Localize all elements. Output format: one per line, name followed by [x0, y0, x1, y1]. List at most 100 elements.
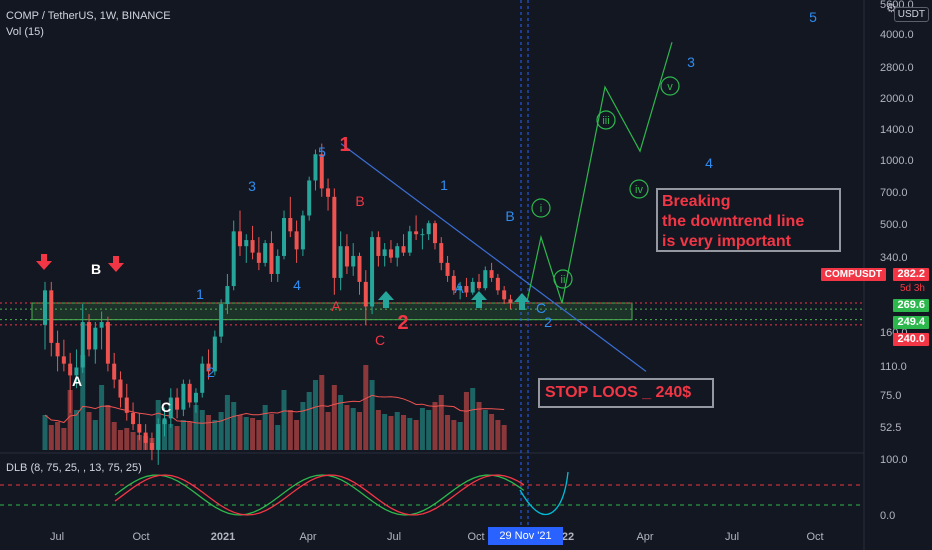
- volume-bar: [325, 412, 331, 450]
- chart-settings-icon[interactable]: ⚙: [886, 1, 897, 15]
- oscillator-legend[interactable]: DLB (8, 75, 25, , 13, 75, 25): [6, 462, 142, 474]
- candle-body: [294, 231, 299, 250]
- candle-body: [370, 237, 375, 307]
- candle-body: [319, 154, 324, 189]
- candle-body: [414, 231, 419, 235]
- candle-body: [502, 290, 507, 300]
- volume-bar: [250, 418, 256, 450]
- price-axis[interactable]: 5600.0 4000.0 2800.0 2000.0 1400.0 1000.0 700.…: [863, 0, 914, 550]
- wave-label: 2: [544, 314, 552, 330]
- volume-bar: [294, 420, 300, 450]
- candle-body: [344, 246, 349, 267]
- candle-body: [124, 397, 129, 413]
- price-tick-label: 5600.0: [880, 0, 914, 11]
- symbol-title[interactable]: COMP / TetherUS, 1W, BINANCE: [6, 10, 171, 22]
- breaking-note-line1: Breaking: [662, 193, 731, 210]
- volume-bar: [206, 415, 212, 450]
- volume-bar: [48, 425, 54, 450]
- wave-label: 2: [397, 312, 408, 334]
- volume-bar: [193, 405, 199, 450]
- breaking-note-line3: is very important: [662, 233, 791, 250]
- volume-bar: [199, 410, 205, 450]
- time-axis[interactable]: Jul Oct 2021 Apr Jul Oct 22 Apr Jul Oct: [50, 531, 824, 543]
- candle-body: [282, 217, 287, 256]
- candle-body: [87, 322, 92, 350]
- breaking-note-line2: the downtrend line: [662, 213, 805, 230]
- candle-body: [439, 243, 444, 263]
- candle-body: [275, 255, 280, 274]
- wave-label: B: [91, 261, 101, 277]
- candle-body: [495, 277, 500, 291]
- candlesticks: [43, 143, 513, 465]
- price-tick-label: 110.0: [880, 361, 907, 373]
- candle-body: [382, 249, 387, 256]
- volume-bar: [363, 365, 369, 450]
- volume-bar: [426, 410, 432, 450]
- candle-body: [193, 392, 198, 403]
- volume-bar: [117, 430, 123, 450]
- candle-body: [244, 240, 249, 247]
- wave-circle: [531, 198, 551, 218]
- candle-body: [212, 336, 217, 372]
- time-tick-label: 22: [562, 531, 574, 543]
- candle-body: [432, 223, 437, 244]
- candle-body: [445, 262, 450, 276]
- wave-label: 1: [196, 286, 204, 302]
- volume-bar: [312, 380, 318, 450]
- time-cursor-label: 29 Nov '21: [488, 527, 563, 545]
- time-tick-label: Jul: [50, 531, 64, 543]
- volume-bar: [231, 402, 237, 450]
- candle-body: [74, 367, 79, 376]
- candle-body: [332, 196, 337, 278]
- projection-path: [526, 42, 673, 304]
- candle-body: [112, 363, 117, 380]
- oscillator-pane: [0, 471, 864, 516]
- volume-bar: [388, 416, 394, 450]
- wave-label: C: [375, 332, 385, 348]
- volume-bar: [237, 415, 243, 450]
- volume-bar: [136, 435, 142, 450]
- volume-bar: [105, 405, 111, 450]
- wave-label: v: [667, 81, 673, 93]
- price-tick-label: 1400.0: [880, 124, 914, 136]
- candle-body: [483, 270, 488, 289]
- stop-loss-note: STOP LOOS _ 240$: [538, 378, 714, 408]
- volume-bar: [174, 426, 180, 450]
- volume-bar: [438, 395, 444, 450]
- price-tick-label: 2000.0: [880, 93, 914, 105]
- wave-circle: [629, 179, 649, 199]
- candle-body: [376, 237, 381, 256]
- volume-bar: [501, 425, 507, 450]
- candle-body: [263, 243, 268, 263]
- volume-bar: [61, 428, 67, 450]
- candle-body: [451, 275, 456, 291]
- volume-bar: [319, 375, 325, 450]
- time-tick-label: 2021: [211, 531, 235, 543]
- currency-unit[interactable]: USDT: [893, 7, 929, 22]
- volume-bar: [482, 410, 488, 450]
- wave-label: 5: [809, 9, 817, 25]
- candle-body: [143, 432, 148, 443]
- volume-bar: [187, 422, 193, 450]
- osc-projection: [519, 471, 569, 516]
- volume-bar: [73, 410, 79, 450]
- wave-label: C: [161, 399, 171, 415]
- volume-bar: [262, 405, 268, 450]
- volume-bar: [130, 432, 136, 450]
- volume-bar: [124, 428, 130, 450]
- wave-label: 4: [705, 155, 713, 171]
- volume-legend[interactable]: Vol (15): [6, 26, 44, 38]
- wave-label: iv: [635, 184, 643, 196]
- wave-label: i: [540, 203, 542, 215]
- volume-bar: [382, 414, 388, 450]
- down-arrow: [108, 256, 124, 272]
- wave-circle: [553, 269, 573, 289]
- candle-body: [206, 363, 211, 372]
- volume-bar: [445, 415, 451, 450]
- candle-body: [256, 252, 261, 263]
- volume-bar: [413, 420, 419, 450]
- candle-body: [93, 327, 98, 350]
- volume-bar: [111, 422, 117, 450]
- volume-bar: [168, 424, 174, 450]
